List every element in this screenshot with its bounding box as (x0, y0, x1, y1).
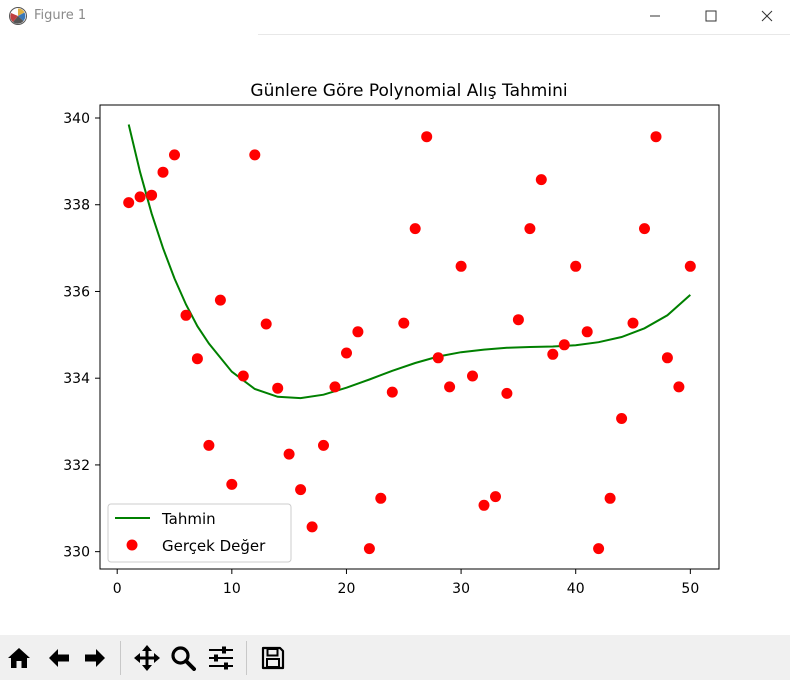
maximize-icon (705, 10, 717, 22)
data-point (180, 309, 192, 321)
data-point (650, 131, 662, 143)
data-point (134, 191, 146, 203)
data-point (295, 484, 307, 496)
data-point (673, 381, 685, 393)
data-point (547, 348, 559, 360)
data-point (272, 382, 284, 394)
x-tick-label: 30 (452, 581, 470, 597)
data-point (570, 260, 582, 272)
data-point (490, 491, 501, 503)
figure-canvas[interactable]: Günlere Göre Polynomial Alış Tahmini 0 10… (0, 35, 790, 635)
x-tick-label: 0 (113, 581, 122, 597)
data-point (581, 326, 593, 338)
back-button[interactable] (44, 643, 74, 673)
data-point (203, 439, 215, 451)
data-point (157, 166, 169, 178)
data-point (604, 492, 616, 504)
legend-label-gercek-deger: Gerçek Değer (162, 537, 266, 555)
data-point (341, 347, 352, 359)
close-button[interactable] (744, 0, 790, 32)
data-point (455, 260, 467, 272)
minimize-icon (650, 15, 660, 17)
sliders-icon (209, 646, 233, 670)
zoom-button[interactable] (168, 643, 198, 673)
magnifier-icon (171, 646, 196, 671)
data-point (558, 339, 570, 351)
forward-button[interactable] (80, 643, 110, 673)
maximize-button[interactable] (688, 0, 734, 32)
pan-button[interactable] (132, 643, 162, 673)
data-point (329, 381, 341, 393)
data-point (478, 499, 490, 511)
y-tick-label: 330 (63, 545, 90, 561)
data-point (398, 317, 410, 329)
data-point (593, 543, 605, 555)
y-tick-label: 336 (63, 284, 90, 300)
y-tick-label: 338 (63, 198, 90, 214)
data-point (306, 521, 318, 533)
data-point (432, 352, 444, 364)
data-point (375, 492, 387, 504)
series-line-tahmin (127, 124, 691, 400)
data-point (146, 189, 158, 201)
x-tick-label: 10 (223, 581, 241, 597)
home-icon (8, 648, 30, 668)
chart-title: Günlere Göre Polynomial Alış Tahmini (250, 81, 567, 101)
minimize-button[interactable] (632, 0, 678, 32)
data-point (191, 353, 203, 365)
floppy-disk-icon (261, 646, 285, 670)
data-point (661, 352, 673, 364)
data-point (363, 543, 375, 555)
home-button[interactable] (4, 643, 34, 673)
y-tick-label: 334 (63, 371, 90, 387)
data-point (501, 387, 513, 399)
data-point (352, 326, 364, 338)
legend-point-swatch (126, 539, 138, 551)
navigation-toolbar (0, 635, 790, 680)
data-point (627, 317, 639, 329)
legend-box (107, 503, 292, 563)
data-point (524, 223, 536, 235)
x-tick-label: 20 (338, 581, 356, 597)
data-point (237, 370, 249, 382)
chart: Günlere Göre Polynomial Alış Tahmini 0 10… (63, 81, 720, 597)
data-point (467, 370, 478, 382)
data-point (639, 223, 650, 235)
window-title: Figure 1 (34, 8, 87, 23)
data-point (616, 413, 628, 424)
data-point (512, 314, 524, 326)
arrow-right-icon (85, 649, 105, 667)
data-point (386, 386, 398, 398)
legend-label-tahmin: Tahmin (161, 510, 216, 528)
window-titlebar: Figure 1 (0, 0, 790, 34)
plot-area-frame (99, 104, 720, 570)
data-point (226, 478, 238, 490)
data-point (444, 381, 456, 393)
titlebar-divider (258, 34, 790, 35)
close-icon (761, 10, 773, 22)
toolbar-separator (246, 641, 247, 675)
data-point (421, 131, 433, 143)
save-button[interactable] (258, 643, 288, 673)
y-tick-label: 332 (63, 458, 90, 474)
move-icon (134, 645, 160, 671)
y-tick-label: 340 (63, 111, 90, 127)
x-tick-label: 40 (567, 581, 585, 597)
data-point (260, 318, 272, 330)
arrow-left-icon (49, 649, 69, 667)
configure-subplots-button[interactable] (206, 643, 236, 673)
data-point (123, 197, 135, 209)
data-point (409, 223, 421, 235)
data-point (535, 174, 547, 186)
data-point (283, 448, 295, 460)
data-point (318, 439, 329, 451)
data-point (214, 294, 226, 306)
x-tick-label: 50 (681, 581, 699, 597)
data-point (169, 149, 180, 161)
data-point (684, 260, 696, 272)
matplotlib-logo-icon (9, 7, 27, 25)
data-point (249, 149, 261, 161)
toolbar-separator (120, 641, 121, 675)
